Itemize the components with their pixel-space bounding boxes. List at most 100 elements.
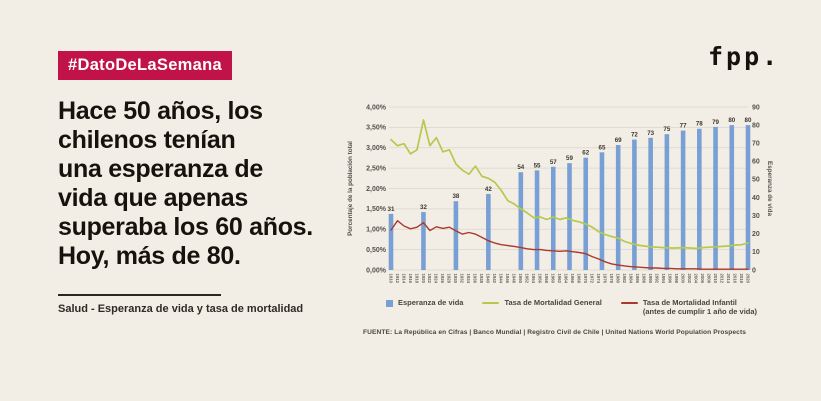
x-axis-tick-label: 1928 <box>447 274 452 284</box>
left-axis-tick-label: 2,00% <box>366 186 387 193</box>
x-axis-tick-label: 1982 <box>622 274 627 284</box>
bar-value-label: 79 <box>712 119 719 126</box>
bar-value-label: 54 <box>517 164 524 171</box>
bar-1975 <box>599 152 605 270</box>
right-axis-tick-label: 90 <box>752 104 760 111</box>
right-axis-tick-label: 10 <box>752 249 760 256</box>
x-axis-tick-label: 1916 <box>408 274 413 284</box>
x-axis-tick-label: 1986 <box>635 274 640 284</box>
x-axis-tick-label: 1924 <box>434 274 439 284</box>
bar-1980 <box>615 145 621 270</box>
chart-svg: 0,00% 0,50% 1,00% 1,50% 2,00% 2,50% 3,00% 3,50%… <box>347 104 773 284</box>
bar-2015 <box>729 125 735 270</box>
x-axis-tick-label: 1950 <box>518 274 523 284</box>
legend-item-mortalidad-infantil: Tasa de Mortalidad Infantil (antes de cu… <box>620 298 758 317</box>
bar-value-label: 78 <box>696 121 703 128</box>
x-axis-tick-label: 1944 <box>499 274 504 284</box>
headline-line: Hace 50 años, los <box>58 97 263 125</box>
legend-label: Esperanza de vida <box>398 298 464 307</box>
bar-value-label: 32 <box>420 204 427 211</box>
x-axis-tick-label: 1964 <box>564 274 569 284</box>
x-axis-tick-label: 1936 <box>473 274 478 284</box>
bar-2020 <box>745 125 751 270</box>
left-axis-title: Porcentaje de la población total <box>347 141 354 236</box>
x-axis-tick-label: 2006 <box>700 274 705 284</box>
topic-label: Salud - Esperanza de vida y tasa de mort… <box>58 303 304 315</box>
bar-1920 <box>421 212 426 270</box>
legend-item-esperanza-de-vida: Esperanza de vida <box>386 298 464 308</box>
green-line-swatch-icon <box>482 302 500 305</box>
x-axis-tick-label: 2012 <box>719 274 724 284</box>
x-axis-tick-label: 1966 <box>570 274 575 284</box>
headline-line: vida que apenas <box>58 184 249 212</box>
x-axis-tick-label: 1922 <box>427 274 432 284</box>
bar-1990 <box>648 137 653 270</box>
x-axis-tick-label: 1932 <box>460 274 465 284</box>
x-axis-tick-label: 1960 <box>551 274 556 284</box>
headline-line: chilenos tenían <box>58 126 236 154</box>
bar-swatch-icon <box>386 300 393 307</box>
x-axis-tick-label: 1934 <box>466 274 471 284</box>
legend-label-line2: (antes de cumplir 1 año de vida) <box>642 306 758 316</box>
bar-value-label: 59 <box>566 155 573 162</box>
bar-value-label: 73 <box>647 130 654 137</box>
bar-value-label: 31 <box>388 206 395 213</box>
headline-line: una esperanza de <box>58 155 264 183</box>
x-axis-tick-label: 2008 <box>706 274 711 284</box>
x-axis-tick-label: 1958 <box>544 274 549 284</box>
bar-1910 <box>388 213 394 270</box>
source-text: FUENTE: La República en Cifras | Banco M… <box>363 329 747 336</box>
left-axis-tick-label: 0,50% <box>366 247 387 254</box>
x-axis-tick-label: 1984 <box>628 274 633 284</box>
bar-value-label: 80 <box>728 117 735 124</box>
left-axis-tick-label: 3,50% <box>366 125 387 132</box>
x-axis-tick-label: 2018 <box>739 274 744 284</box>
x-axis-tick-label: 2004 <box>693 274 698 284</box>
x-axis-tick-label: 2000 <box>680 274 685 284</box>
x-axis-tick-label: 1992 <box>654 274 659 284</box>
x-axis-tick-label: 1912 <box>395 274 400 284</box>
bar-value-label: 80 <box>745 117 752 124</box>
left-axis-tick-label: 0,00% <box>366 267 387 274</box>
x-axis-tick-label: 1946 <box>505 274 510 284</box>
x-axis-tick-label: 1956 <box>538 274 543 284</box>
x-axis-tick-label: 1930 <box>453 274 458 284</box>
headline-line: Hoy, más de 80. <box>58 242 241 270</box>
x-axis-tick-label: 1926 <box>440 274 445 284</box>
bar-2010 <box>713 126 718 270</box>
x-axis-tick-label: 1938 <box>479 274 484 284</box>
x-axis-tick-label: 1940 <box>486 274 491 284</box>
x-axis-tick-label: 1970 <box>583 274 588 284</box>
headline-line: superaba los 60 años. <box>58 213 313 241</box>
right-axis-tick-label: 20 <box>752 231 760 238</box>
bar-value-label: 57 <box>550 159 557 166</box>
x-axis-tick-label: 1976 <box>603 274 608 284</box>
bar-1950 <box>518 172 524 270</box>
left-axis-tick-label: 3,00% <box>366 145 387 152</box>
bar-value-label: 72 <box>631 132 638 139</box>
x-axis-tick-label: 1968 <box>577 274 582 284</box>
bar-value-label: 75 <box>663 126 670 133</box>
right-axis-tick-label: 80 <box>752 122 760 129</box>
right-axis-title: Esperanza de vida <box>766 161 773 216</box>
x-axis-tick-label: 1910 <box>388 274 393 284</box>
x-axis-tick-label: 1942 <box>492 274 497 284</box>
x-axis-tick-label: 1990 <box>648 274 653 284</box>
x-axis-tick-label: 1978 <box>609 274 614 284</box>
bar-1985 <box>632 139 637 270</box>
x-axis-tick-label: 1974 <box>596 274 601 284</box>
bar-1940 <box>486 193 491 270</box>
x-axis-tick-label: 1914 <box>401 274 406 284</box>
legend-item-mortalidad-general: Tasa de Mortalidad General <box>482 298 602 308</box>
x-axis-tick-label: 2014 <box>726 274 731 284</box>
bar-value-label: 62 <box>582 150 589 157</box>
bar-1970 <box>583 157 589 270</box>
bar-2000 <box>680 130 686 270</box>
bar-value-label: 69 <box>615 137 622 144</box>
divider-line <box>58 294 221 296</box>
x-axis-tick-label: 1948 <box>512 274 517 284</box>
x-axis-tick-label: 1996 <box>667 274 672 284</box>
headline: Hace 50 años, los chilenos tenían una es… <box>58 97 313 271</box>
mortalidad-general-line <box>390 119 749 250</box>
